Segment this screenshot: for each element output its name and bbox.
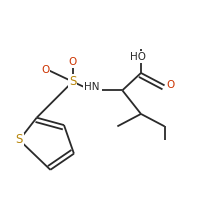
Text: O: O <box>167 80 175 90</box>
Text: HO: HO <box>130 52 146 62</box>
Text: HN: HN <box>84 82 99 92</box>
Text: S: S <box>16 134 23 146</box>
Text: O: O <box>69 57 77 67</box>
Text: O: O <box>41 66 50 76</box>
Text: S: S <box>69 75 76 88</box>
